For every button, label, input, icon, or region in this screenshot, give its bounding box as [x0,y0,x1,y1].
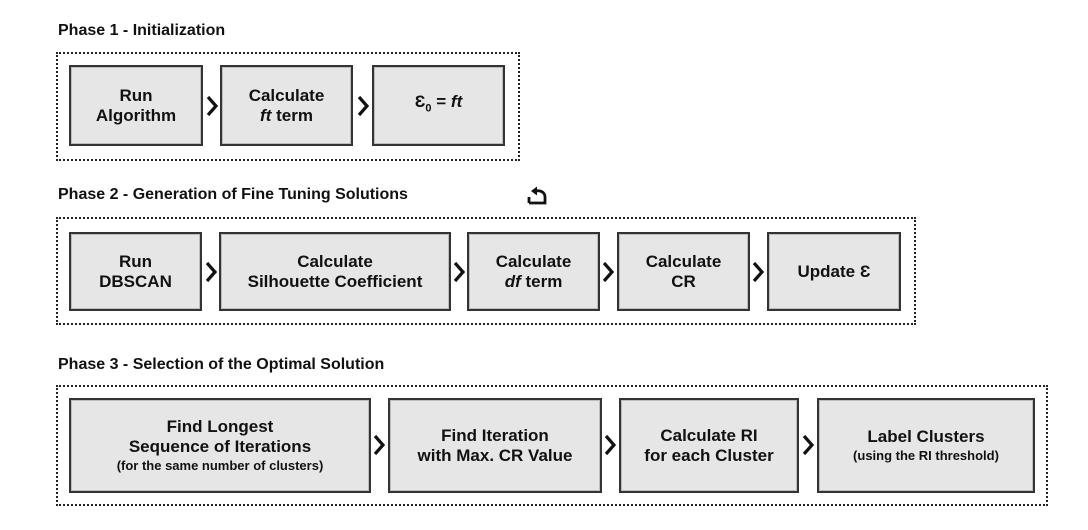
phase2-title: Phase 2 - Generation of Fine Tuning Solu… [58,186,408,203]
chevron-right-icon [356,94,370,118]
step-calculate-df-term: Calculate df term [467,232,600,311]
chevron-right-icon [452,260,466,284]
df-symbol: df [504,271,521,291]
phase1-frame [56,52,520,161]
chevron-right-icon [603,433,617,457]
chevron-right-icon [601,260,615,284]
step-calculate-ri: Calculate RI for each Cluster [619,398,799,493]
phase1-title: Phase 1 - Initialization [58,22,226,39]
epsilon-symbol: Ɛ [414,92,426,112]
step-find-max-cr: Find Iteration with Max. CR Value [388,398,602,493]
phase3-frame [56,385,1048,506]
step-line: CR [671,271,696,291]
step-line: Sequence of Iterations [128,436,312,456]
step-line: Silhouette Coefficient [247,271,423,291]
step-find-longest-sequence: Find Longest Sequence of Iterations (for… [69,398,371,493]
step-calculate-cr: Calculate CR [617,232,750,311]
step-line: with Max. CR Value [417,445,573,465]
step-line-rest: term [520,271,563,291]
step-run-dbscan: Run DBSCAN [69,232,202,311]
ft-symbol: ft [260,105,272,125]
chevron-right-icon [801,433,815,457]
step-line: Algorithm [95,105,177,125]
step-line: DBSCAN [99,271,172,291]
step-calculate-ft-term: Calculate ft term [220,65,353,146]
ft-symbol: ft [450,92,463,112]
step-update-epsilon: Update Ɛ [767,232,901,311]
step-label-clusters: Label Clusters (using the RI threshold) [817,398,1035,493]
step-run-algorithm: Run Algorithm [69,65,203,146]
phase3-title: Phase 3 - Selection of the Optimal Solut… [58,356,385,373]
epsilon-subscript: 0 [425,102,432,115]
step-line: df term [505,272,563,292]
step-line: Run [118,251,153,271]
step-calculate-silhouette: Calculate Silhouette Coefficient [219,232,451,311]
step-line-rest: term [271,105,313,125]
step-note: (for the same number of clusters) [116,457,324,473]
loop-arrow-icon [526,186,548,206]
step-line: Calculate [248,85,325,105]
chevron-right-icon [751,260,765,284]
step-line: Find Iteration [441,425,549,445]
step-line: Calculate [495,251,572,271]
step-line: Update Ɛ [797,261,871,281]
chevron-right-icon [204,260,218,284]
step-line: Find Longest [166,416,274,436]
chevron-right-icon [372,433,386,457]
step-line: Run [119,85,153,105]
step-line: Label Clusters [867,426,985,446]
step-line: for each Cluster [644,445,774,465]
step-line: ft term [260,106,313,126]
epsilon-equation: Ɛ0 = ft [415,92,462,118]
step-line: Calculate [645,251,722,271]
step-line: Calculate RI [660,425,758,445]
equals-sign: = [431,92,451,112]
chevron-right-icon [205,94,219,118]
step-epsilon-init: Ɛ0 = ft [372,65,505,146]
step-note: (using the RI threshold) [853,447,999,463]
phase2-frame [56,217,916,325]
step-line: Calculate [297,251,373,271]
